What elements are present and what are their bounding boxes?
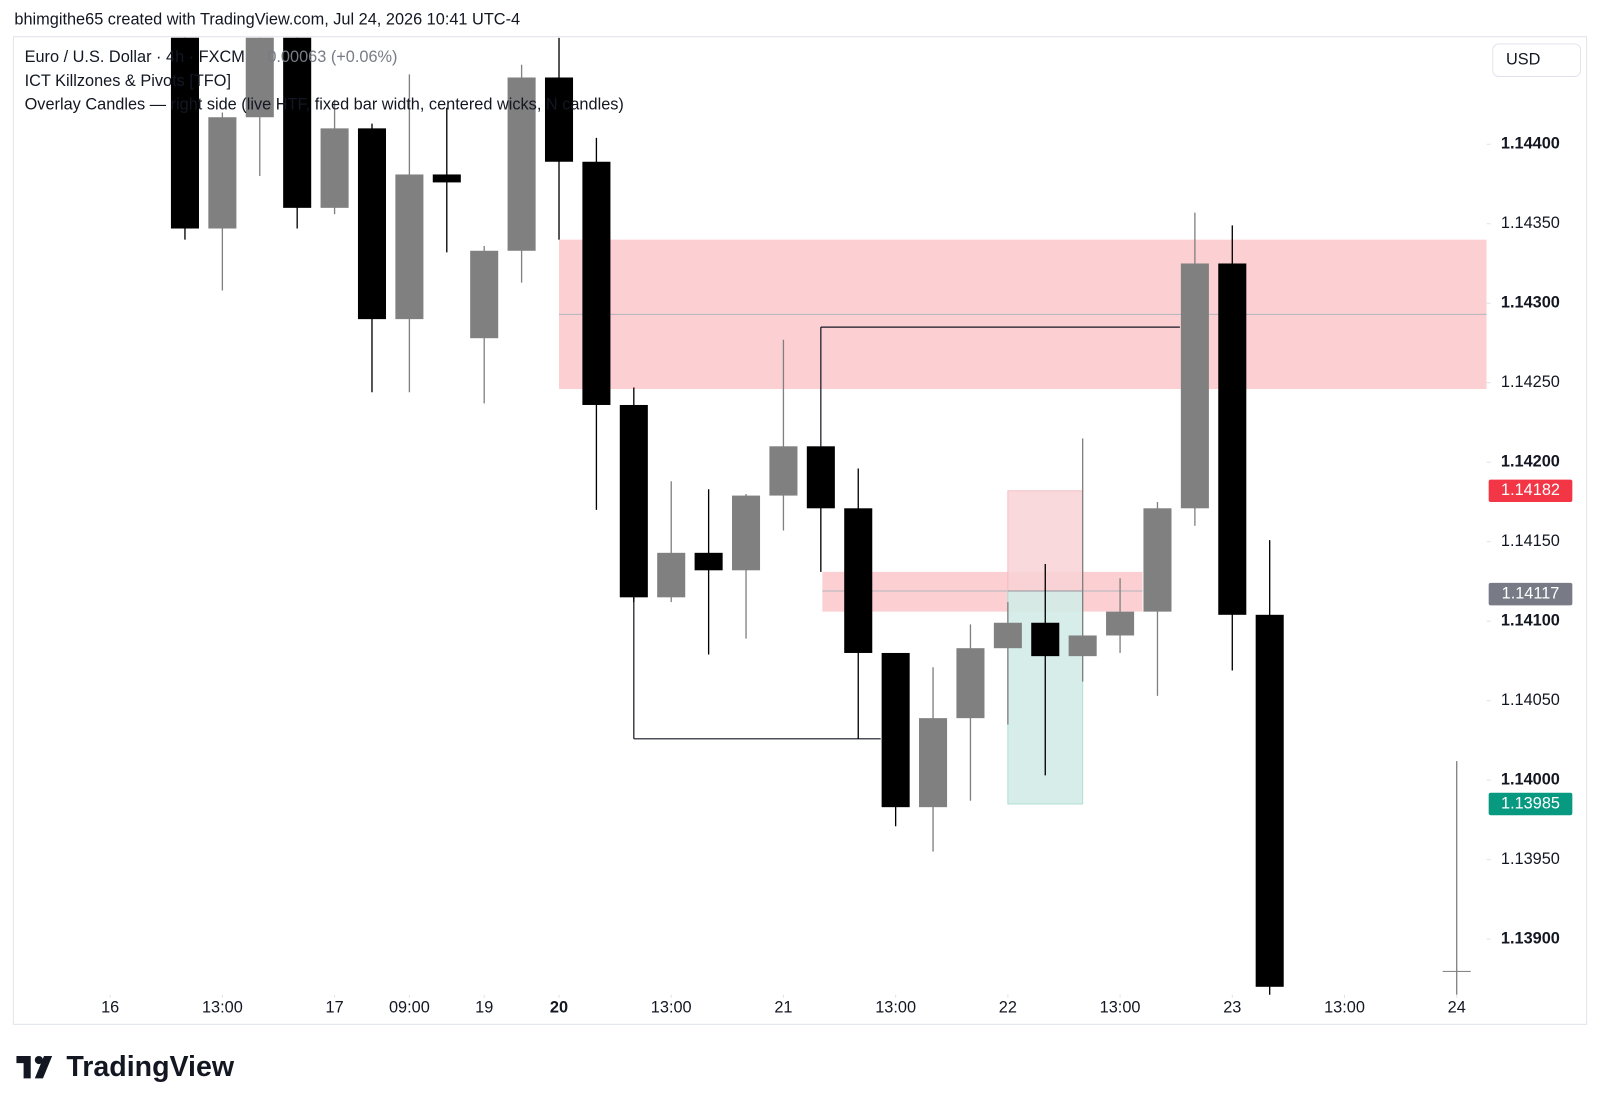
credit: bhimgithe65 created with TradingView.com… [14, 11, 520, 29]
x-tick-label: 13:00 [651, 998, 692, 1016]
y-tick-label: 1.14200 [1501, 453, 1560, 471]
price-tag [1488, 792, 1573, 816]
y-tick-label: 1.14100 [1501, 611, 1560, 629]
y-tick-label: 1.14050 [1501, 691, 1560, 709]
candle-body [170, 37, 199, 229]
y-tick-label: 1.14250 [1501, 373, 1560, 391]
x-tick-label: 23 [1223, 998, 1241, 1016]
logo-text: TradingView [66, 1051, 234, 1083]
price-tag [1488, 479, 1573, 503]
change: 0.00063 (+0.06%) [267, 48, 397, 66]
legend-title: Euro / U.S. Dollar · 4h · FXCM 0.00063 (+… [25, 48, 398, 66]
symbol: Euro / U.S. Dollar · 4h · FXCM [25, 48, 245, 66]
chart-frame [12, 36, 1588, 1025]
x-tick-label: 13:00 [875, 998, 916, 1016]
price-tag-label: 1.13985 [1501, 794, 1560, 812]
y-tick-label: 1.14300 [1501, 294, 1560, 312]
x-tick-label: 16 [101, 998, 119, 1016]
candle-body [432, 174, 461, 183]
candle-body [1031, 622, 1060, 657]
currency: USD [1506, 51, 1540, 69]
candle-body [1255, 614, 1284, 987]
x-tick-label: 09:00 [389, 998, 430, 1016]
y-tick-label: 1.14000 [1501, 770, 1560, 788]
currency-button[interactable] [1492, 43, 1582, 78]
x-tick-label: 19 [475, 998, 493, 1016]
overlay: 1.13900 1.13950 1.14000 1.14050 1.14100 1.141… [25, 48, 1573, 1016]
candle-body [1143, 508, 1172, 612]
candle-body [582, 161, 611, 405]
y-tick-label: 1.13950 [1501, 850, 1560, 868]
y-tick-label: 1.14350 [1501, 214, 1560, 232]
x-tick-label: 17 [326, 998, 344, 1016]
candle-body [245, 37, 274, 118]
y-tick-label: 1.14150 [1501, 532, 1560, 550]
candle-body [470, 250, 499, 339]
candle-body [1106, 611, 1135, 636]
candle-body [507, 77, 536, 251]
candle-body [881, 652, 910, 808]
x-tick-label: 20 [550, 998, 568, 1016]
candle-body [357, 128, 387, 320]
x-tick-label: 13:00 [1100, 998, 1141, 1016]
y-tick-label: 1.14400 [1501, 135, 1560, 153]
candle-body [919, 718, 948, 808]
candle-body [283, 37, 312, 208]
x-tick-label: 24 [1448, 998, 1466, 1016]
candle-body [769, 446, 798, 496]
plot-area [170, 37, 1487, 995]
candle-body [619, 404, 648, 598]
candle-body [806, 446, 835, 509]
candle-body [993, 622, 1022, 649]
candle-body [208, 117, 237, 229]
candle-body [1218, 263, 1247, 615]
indicator-name: Overlay Candles — right side (live HTF, … [25, 95, 624, 113]
zone [822, 571, 1143, 612]
candle-body [544, 77, 574, 162]
x-tick-label: 22 [999, 998, 1017, 1016]
x-tick-label: 13:00 [1324, 998, 1365, 1016]
candle-body [1068, 635, 1097, 657]
candle-body [694, 552, 723, 571]
candle-body [320, 128, 349, 208]
price-tag-label: 1.14182 [1501, 481, 1560, 499]
candle-body [1180, 263, 1209, 509]
price-tag-label: 1.14117 [1502, 584, 1560, 602]
candle-body [732, 495, 761, 571]
x-tick-label: 13:00 [202, 998, 243, 1016]
logo: TradingView [16, 1051, 235, 1083]
price-tag [1488, 582, 1573, 606]
x-tick-label: 21 [774, 998, 792, 1016]
candle-body [844, 508, 873, 653]
candle-body [956, 648, 985, 719]
candle-body [657, 552, 686, 598]
y-tick-label: 1.13900 [1501, 929, 1560, 947]
candle-body [395, 174, 424, 320]
candle-body [1442, 970, 1471, 972]
indicator-name: ICT Killzones & Pivots [TFO] [25, 72, 231, 90]
